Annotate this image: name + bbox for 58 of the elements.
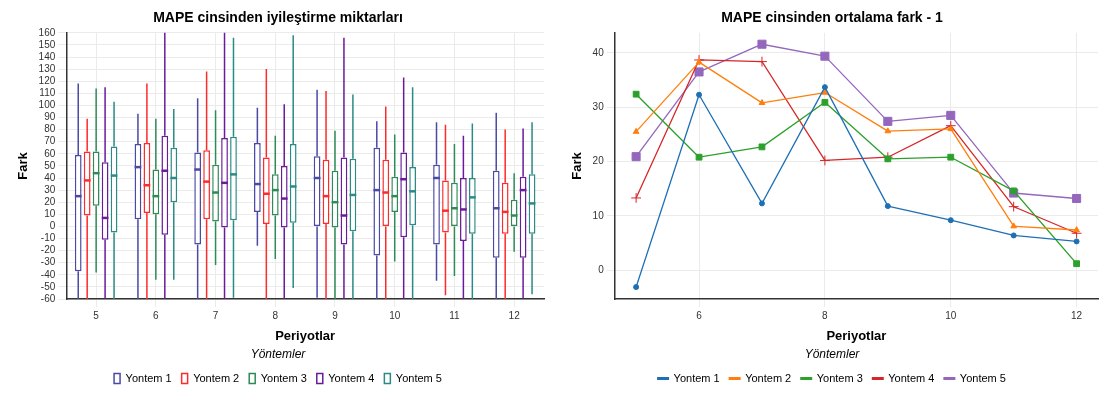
y-tick-label: 0 (598, 263, 605, 275)
y-axis-title: Fark (569, 151, 585, 180)
y-tick-label: 10 (592, 209, 605, 221)
y-tick-label: 50 (44, 159, 56, 171)
y-tick-label: 80 (44, 123, 56, 135)
legend-label: Yontem 3 (260, 371, 307, 384)
legend-label: Yontem 1 (673, 371, 720, 384)
x-tick-label: 8 (822, 309, 829, 321)
y-tick-label: 20 (592, 155, 605, 167)
y-tick-label: 90 (44, 111, 56, 123)
y-tick-label: -20 (40, 244, 56, 256)
legend-label: Yontem 3 (816, 371, 863, 384)
x-tick-label: 5 (93, 309, 100, 321)
x-tick-label: 6 (153, 309, 160, 321)
legend-label: Yontem 4 (888, 371, 935, 384)
y-tick-label: 130 (38, 62, 56, 74)
x-tick-label: 6 (696, 309, 703, 321)
y-tick-label: 40 (592, 46, 605, 58)
y-tick-label: -60 (40, 292, 56, 304)
x-tick-label: 12 (508, 309, 521, 321)
chart-title: MAPE cinsinden iyileştirme miktarları (153, 9, 403, 26)
x-tick-label: 10 (389, 309, 401, 321)
y-axis-title: Fark (15, 151, 31, 180)
x-tick-label: 7 (212, 309, 219, 321)
legend-label: Yontem 5 (959, 371, 1006, 384)
legend-title: Yöntemler (250, 346, 307, 361)
y-tick-label: 120 (38, 74, 56, 86)
x-axis-title: Periyotlar (826, 328, 887, 344)
x-tick-label: 12 (1071, 309, 1083, 321)
legend-label: Yontem 2 (745, 371, 792, 384)
x-tick-label: 11 (449, 309, 461, 321)
legend-title: Yöntemler (804, 346, 861, 361)
y-tick-label: 40 (44, 171, 56, 183)
x-tick-label: 10 (945, 309, 957, 321)
x-axis-title: Periyotlar (275, 328, 336, 344)
legend-label: Yontem 1 (125, 371, 172, 384)
y-tick-label: -10 (40, 232, 56, 244)
y-tick-label: -40 (40, 268, 56, 280)
y-tick-label: 110 (39, 87, 56, 99)
y-tick-label: 0 (49, 220, 56, 232)
y-tick-label: 60 (44, 147, 56, 159)
y-tick-label: -50 (40, 280, 56, 292)
legend-label: Yontem 5 (395, 371, 442, 384)
y-tick-label: 30 (44, 183, 56, 195)
y-tick-label: 160 (38, 26, 56, 38)
y-tick-label: 30 (592, 100, 605, 112)
y-tick-label: 100 (38, 99, 56, 111)
chart-title: MAPE cinsinden ortalama fark - 1 (721, 9, 944, 26)
y-tick-label: 70 (44, 135, 56, 147)
legend-label: Yontem 2 (193, 371, 240, 384)
legend-label: Yontem 4 (328, 371, 375, 384)
y-tick-label: 10 (44, 208, 56, 220)
x-tick-label: 9 (332, 309, 339, 321)
y-tick-label: 150 (38, 38, 56, 50)
y-tick-label: 20 (44, 195, 56, 207)
y-tick-label: 140 (38, 50, 56, 62)
x-tick-label: 8 (272, 309, 279, 321)
y-tick-label: -30 (40, 256, 56, 268)
